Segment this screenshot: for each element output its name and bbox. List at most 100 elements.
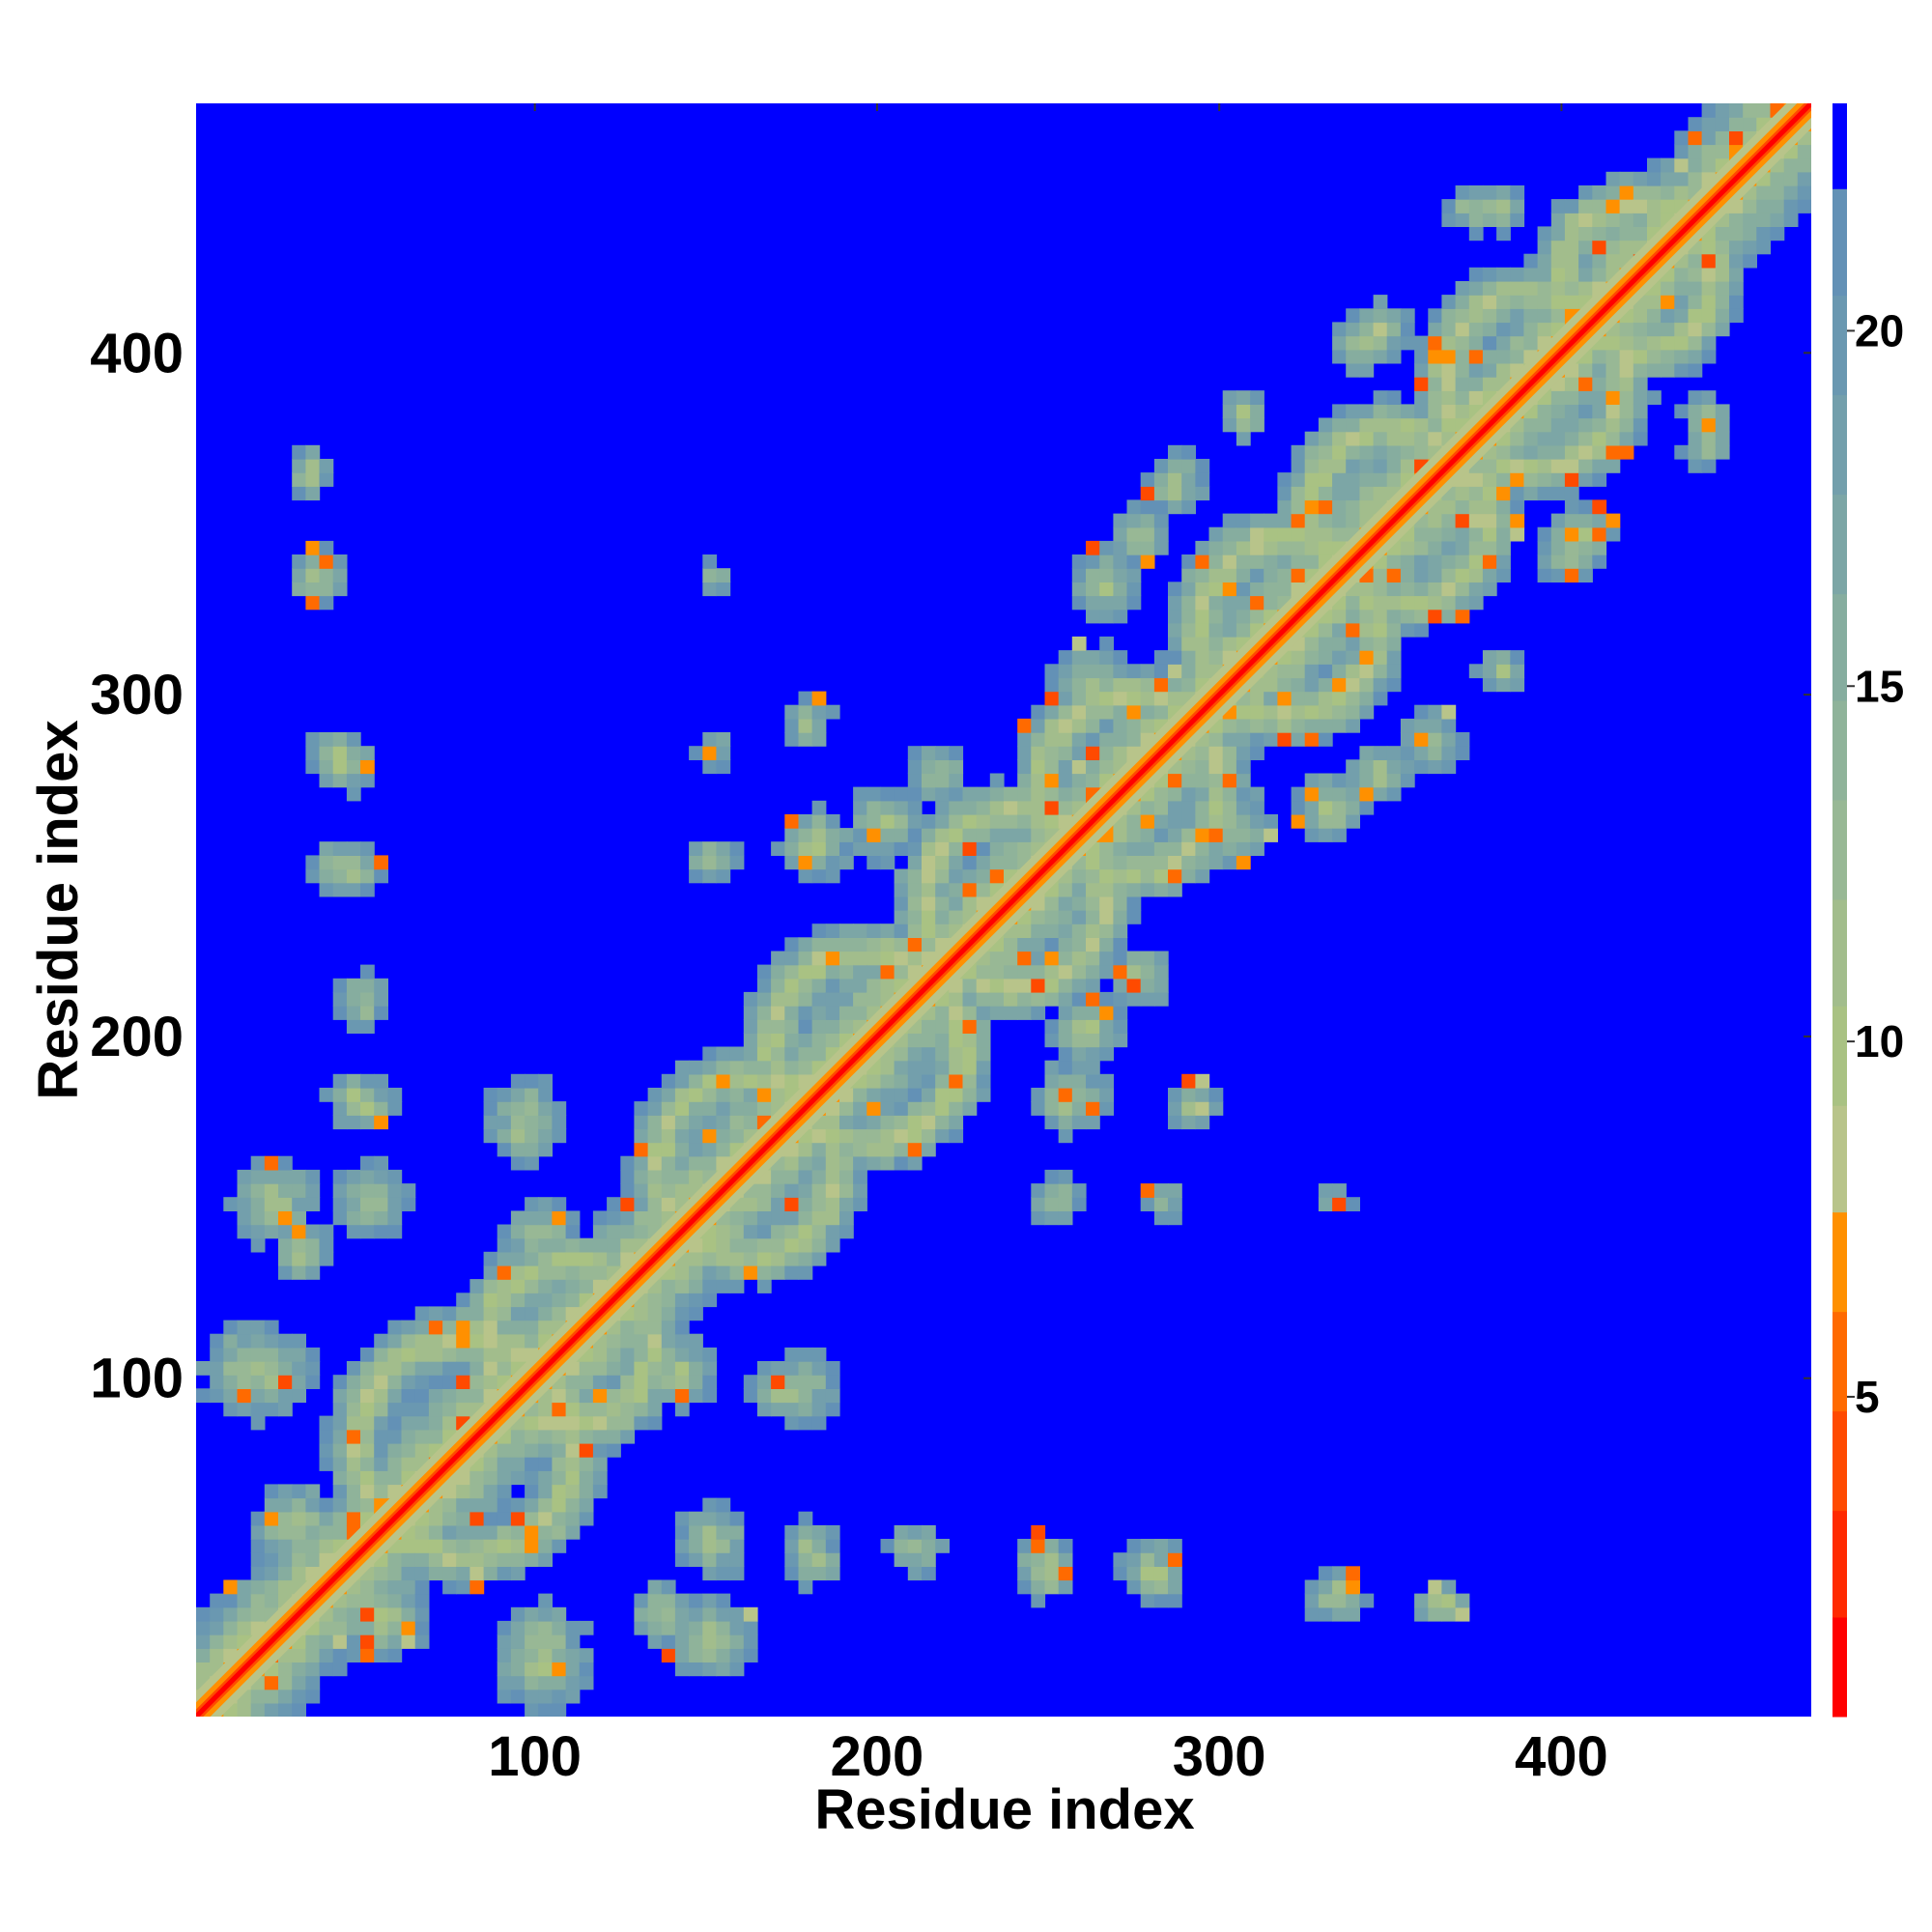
heatmap-cell [264,1702,279,1717]
heatmap-cell [1550,486,1566,501]
heatmap-cell [1482,213,1497,227]
heatmap-cell [305,1224,321,1239]
heatmap-cell [784,1237,800,1253]
heatmap-cell [1304,1579,1320,1595]
heatmap-cell [839,1101,854,1116]
heatmap-cell [196,1388,211,1404]
heatmap-cell [1400,568,1415,582]
heatmap-cell [579,1620,594,1635]
heatmap-cell [976,1046,991,1062]
heatmap-cell [1236,855,1251,870]
heatmap-cell [1071,1088,1087,1102]
heatmap-cell [702,746,718,760]
heatmap-cell [1181,773,1196,788]
heatmap-cell [223,1320,239,1335]
heatmap-cell [1619,444,1634,460]
heatmap-cell [1332,609,1347,624]
heatmap-cell [387,1183,403,1198]
heatmap-cell [1346,472,1360,487]
heatmap-cell [1208,773,1224,788]
heatmap-cell [387,1388,403,1404]
heatmap-cell [1264,813,1278,829]
heatmap-cell [689,855,703,870]
heatmap-cell [1153,1197,1169,1211]
heatmap-cell [771,1361,785,1376]
heatmap-cell [1208,786,1224,802]
heatmap-cell [264,1566,279,1581]
heatmap-cell [922,910,936,924]
heatmap-cell [538,1101,553,1116]
heatmap-cell [1086,704,1100,720]
heatmap-cell [305,1689,321,1704]
heatmap-cell [1468,267,1484,282]
heatmap-cell [1592,417,1607,433]
heatmap-cell [319,1088,334,1102]
heatmap-cell [674,1593,690,1608]
heatmap-cell [674,1620,690,1635]
heatmap-cell [346,1006,361,1020]
heatmap-cell [1359,417,1375,433]
heatmap-cell [210,1388,224,1404]
heatmap-cell [1086,937,1100,952]
heatmap-cell [1373,444,1388,460]
heatmap-cell [552,1457,567,1471]
colorbar-level [1833,394,1847,496]
heatmap-cell [784,1155,800,1171]
heatmap-cell [332,1169,348,1184]
heatmap-cell [716,1088,731,1102]
heatmap-cell [1126,828,1142,842]
heatmap-cell [1633,377,1648,391]
heatmap-cell [1550,526,1566,542]
heatmap-cell [1359,349,1375,364]
heatmap-cell [907,813,923,829]
heatmap-cell [716,568,731,582]
heatmap-cell [949,1073,964,1089]
heatmap-cell [1482,308,1497,324]
heatmap-cell [949,841,964,856]
heatmap-cell [702,868,718,884]
heatmap-cell [1756,226,1772,242]
heatmap-cell [1264,595,1278,611]
heatmap-cell [1017,813,1032,829]
heatmap-cell [346,1073,361,1089]
heatmap-cell [661,1115,676,1130]
heatmap-cell [825,1169,840,1184]
heatmap-cell [1099,554,1114,569]
heatmap-cell [674,1361,690,1376]
heatmap-cell [469,1347,485,1362]
heatmap-cell [949,813,964,829]
heatmap-cell [811,868,827,884]
heatmap-cell [414,1442,430,1458]
heatmap-cell [1537,295,1552,309]
heatmap-cell [1044,664,1060,679]
heatmap-cell [689,1142,703,1157]
heatmap-cell [305,1347,321,1362]
heatmap-cell [620,1429,636,1444]
heatmap-cell [1496,554,1511,569]
heatmap-cell [456,1333,470,1349]
heatmap-cell [538,1606,553,1622]
heatmap-cell [935,1006,950,1020]
heatmap-cell [497,1566,512,1581]
heatmap-cell [1414,540,1429,555]
heatmap-cell [1208,526,1224,542]
heatmap-cell [1496,295,1511,309]
heatmap-cell [1332,650,1347,665]
heatmap-cell [1619,335,1634,351]
heatmap-cell [1031,1197,1046,1211]
heatmap-cell [401,1333,416,1349]
heatmap-cell [1236,540,1251,555]
heatmap-cell [510,1634,526,1649]
heatmap-cell [579,1279,594,1293]
heatmap-cell [756,964,772,980]
heatmap-cell [510,1470,526,1486]
heatmap-cell [771,1033,785,1048]
heatmap-cell [1633,431,1648,446]
heatmap-cell [565,1634,581,1649]
heatmap-cell [1797,157,1811,173]
heatmap-cell [497,1552,512,1567]
heatmap-cell [250,1197,266,1211]
colorbar-level [1833,898,1847,1007]
heatmap-cell [579,1497,594,1513]
heatmap-cell [319,1415,334,1431]
